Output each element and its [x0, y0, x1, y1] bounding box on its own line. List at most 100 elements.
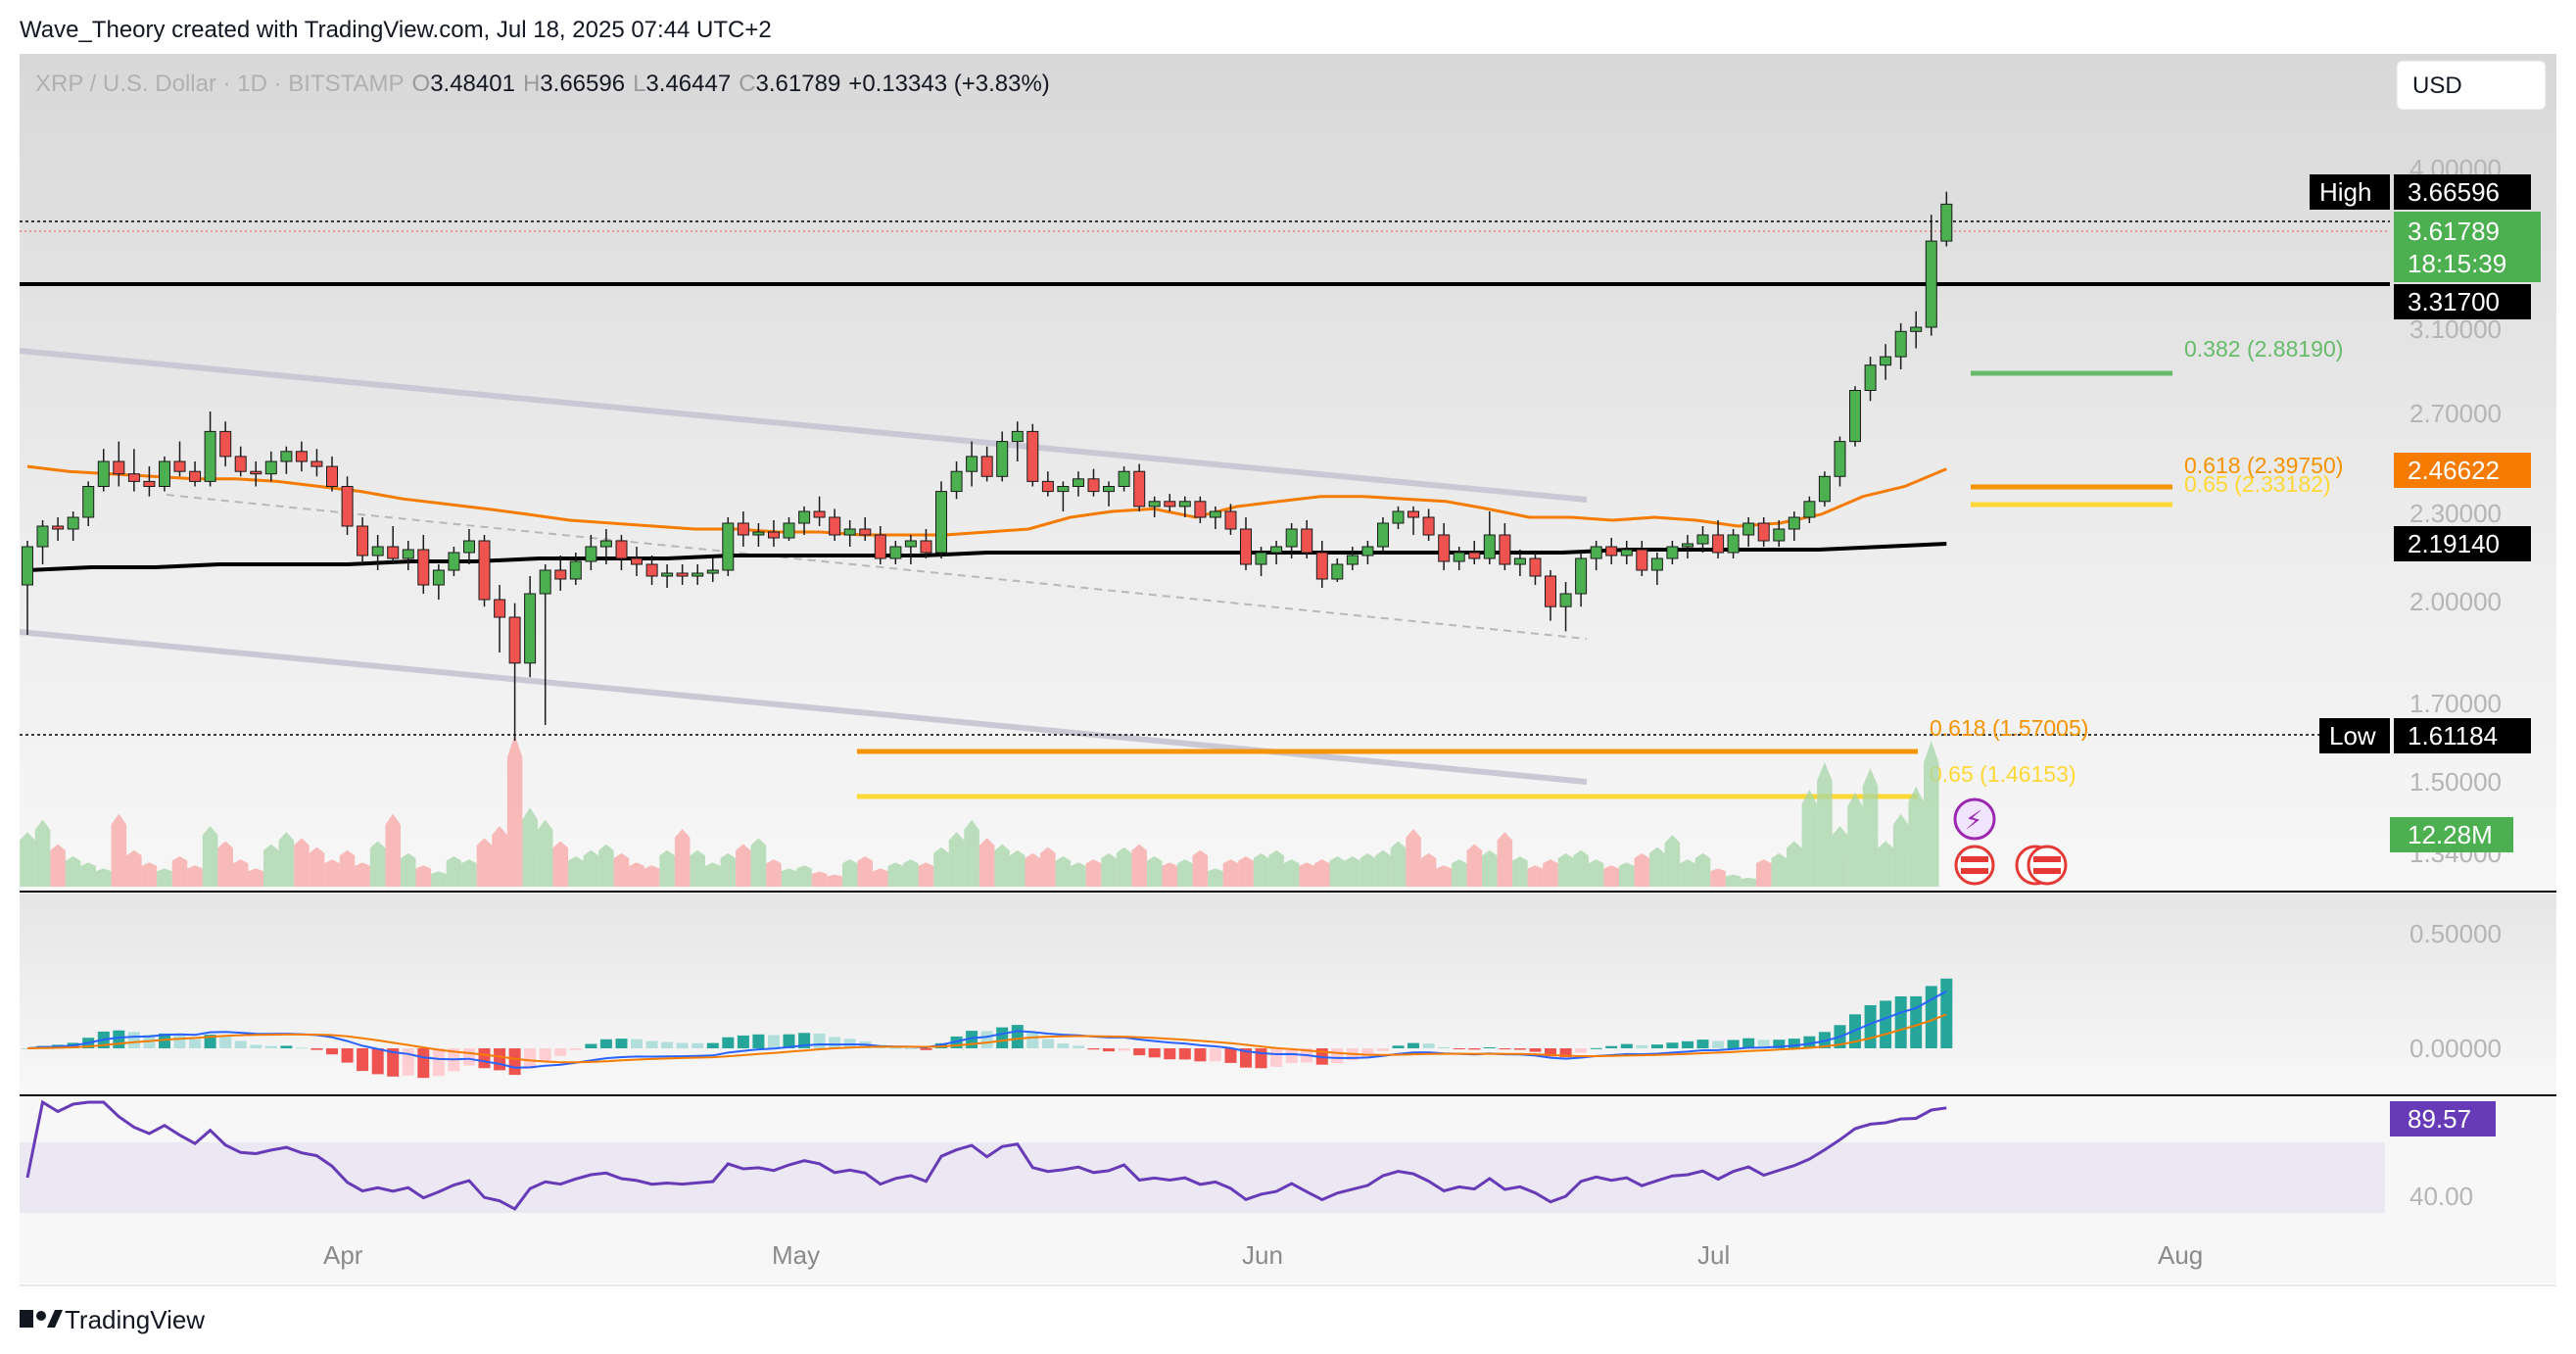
candle-body: [706, 569, 719, 574]
time-label: Apr: [323, 1240, 363, 1270]
macd-histogram-bar: [1407, 1042, 1419, 1048]
macd-histogram-bar: [234, 1040, 247, 1048]
volume-bar: [1787, 841, 1802, 887]
lightning-event-icon[interactable]: [1953, 798, 1996, 841]
candlesticks[interactable]: [22, 191, 1953, 741]
macd-histogram-bar: [1224, 1048, 1237, 1063]
macd-histogram-bar: [813, 1034, 826, 1048]
high-badge-tag: [2310, 174, 2390, 210]
logo-mark: [36, 1311, 46, 1321]
price-tick: 1.70000: [2409, 689, 2502, 718]
candle-body: [783, 522, 795, 539]
macd-histogram-bar: [631, 1039, 643, 1048]
us-flag-event-icon[interactable]: [1954, 845, 1995, 886]
candle-body: [113, 460, 125, 475]
volume-bar: [903, 859, 919, 887]
symbol-title[interactable]: XRP / U.S. Dollar · 1D · BITSTAMP O3.4840…: [35, 71, 1050, 97]
volume-bar: [385, 813, 401, 887]
price-tick: 2.00000: [2409, 587, 2502, 616]
volume-bar: [339, 849, 356, 887]
volume-bar: [1208, 868, 1223, 887]
macd-histogram-bar: [1864, 1005, 1877, 1048]
macd-histogram-bar: [1148, 1048, 1161, 1058]
candle-body: [1224, 510, 1237, 530]
low-badge-label: Low: [2329, 721, 2376, 750]
low-badge-value: 1.61184: [2408, 721, 2498, 750]
volume-bar: [1741, 877, 1756, 887]
candle-body: [1073, 478, 1084, 487]
volume-bar: [1862, 768, 1879, 887]
volume-bar: [415, 865, 432, 887]
macd-histogram-bar: [692, 1042, 704, 1048]
candle-body: [1650, 557, 1663, 571]
volume-bar: [1618, 862, 1635, 887]
macd-histogram-bar: [1026, 1032, 1039, 1048]
candle-body: [813, 510, 826, 518]
volume-bar: [781, 868, 797, 887]
volume-bar: [1892, 813, 1909, 887]
macd-histogram-bar: [264, 1045, 277, 1048]
macd-histogram-bar: [1880, 1000, 1892, 1048]
macd-histogram-bar: [1696, 1040, 1709, 1048]
us-flag-event-icon[interactable]: [2027, 845, 2068, 886]
candle-body: [143, 480, 156, 487]
candle-body: [357, 525, 369, 556]
candle-body: [1392, 510, 1405, 524]
macd-histogram-bar: [113, 1030, 125, 1048]
macd-histogram-bar: [920, 1048, 932, 1050]
channel-mid-dashed-line[interactable]: [166, 494, 1588, 640]
currency-button[interactable]: [2396, 60, 2547, 111]
volume-bar: [1390, 841, 1407, 887]
macd-histogram-bar: [1682, 1040, 1693, 1048]
rsi-indicator: [25, 1099, 1947, 1211]
volume-bar: [1527, 865, 1544, 887]
macd-histogram-bar: [1041, 1039, 1054, 1048]
macd-histogram-bar: [1499, 1048, 1511, 1050]
macd-histogram-bar: [1057, 1043, 1070, 1048]
volume-bar: [1634, 852, 1650, 887]
resistance-badge: [2394, 284, 2531, 319]
macd-tick: 0.50000: [2409, 919, 2502, 948]
channel-upper-line[interactable]: [19, 348, 1588, 503]
candle-body: [676, 572, 689, 577]
rsi-line: [25, 1099, 1947, 1211]
candle-body: [1240, 528, 1252, 565]
bar-countdown: 18:15:39: [2408, 249, 2506, 278]
volume-bar: [1451, 859, 1467, 887]
candle-body: [966, 456, 978, 472]
currency-label: USD: [2412, 73, 2462, 99]
macd-histogram-bar: [1727, 1040, 1740, 1048]
macd-histogram-bar: [127, 1032, 140, 1048]
volume-bar: [887, 862, 904, 887]
tradingview-logo[interactable]: TradingView: [20, 1305, 205, 1334]
fib-382-label: 0.382 (2.88190): [2184, 336, 2343, 362]
candle-body: [82, 486, 95, 518]
candle-body: [1788, 516, 1800, 530]
volume-bar: [1162, 862, 1178, 887]
volume-bar: [355, 862, 370, 887]
volume-bar: [1543, 859, 1558, 887]
price-tick: 1.50000: [2409, 767, 2502, 797]
volume-bar: [1268, 849, 1284, 887]
volume-bar: [1557, 852, 1574, 887]
candle-body: [1422, 516, 1435, 536]
volume-bar: [1146, 856, 1163, 887]
volume-bar: [690, 849, 705, 887]
candle-body: [585, 546, 597, 562]
candle-body: [631, 557, 643, 565]
candle-body: [448, 552, 460, 571]
channel-lower-line[interactable]: [19, 629, 1588, 785]
candle-body: [980, 456, 993, 477]
logo-mark: [47, 1310, 63, 1328]
candle-body: [889, 546, 902, 559]
macd-pane[interactable]: [20, 894, 2556, 1095]
time-label: Jul: [1697, 1240, 1730, 1270]
candle-body: [1636, 549, 1648, 571]
volume-bar: [598, 844, 614, 887]
high-badge-label: High: [2319, 177, 2371, 207]
volume-bar: [202, 826, 218, 887]
volume-bar: [1573, 849, 1589, 887]
macd-histogram-bar: [1285, 1048, 1298, 1063]
time-label: Jun: [1242, 1240, 1283, 1270]
